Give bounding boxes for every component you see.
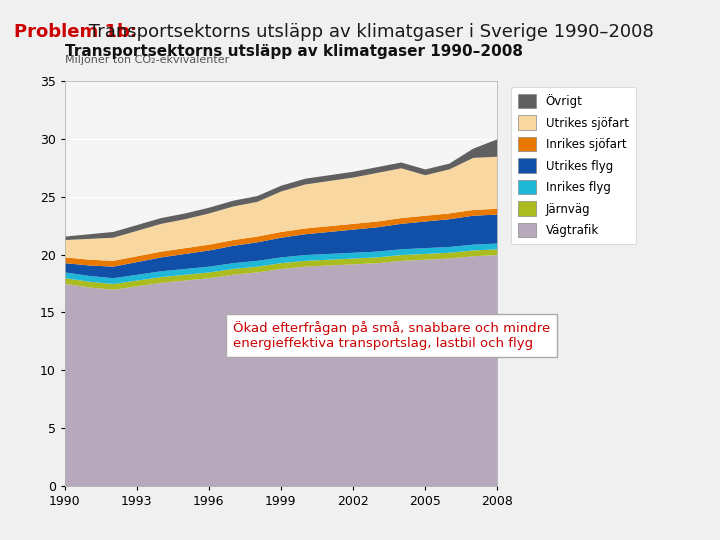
Text: Miljoner ton CO₂-ekvivalenter: Miljoner ton CO₂-ekvivalenter [65, 55, 229, 65]
Text: Transportsektorns utsläpp av klimatgaser i Sverige 1990–2008: Transportsektorns utsläpp av klimatgaser… [83, 23, 654, 42]
Text: Transportsektorns utsläpp av klimatgaser 1990–2008: Transportsektorns utsläpp av klimatgaser… [65, 44, 523, 59]
Text: Ökad efterfrågan på små, snabbare och mindre
energieffektiva transportslag, last: Ökad efterfrågan på små, snabbare och mi… [233, 321, 550, 350]
Text: Problem 1b:: Problem 1b: [14, 23, 138, 42]
Legend: Övrigt, Utrikes sjöfart, Inrikes sjöfart, Utrikes flyg, Inrikes flyg, Järnväg, V: Övrigt, Utrikes sjöfart, Inrikes sjöfart… [511, 87, 636, 245]
